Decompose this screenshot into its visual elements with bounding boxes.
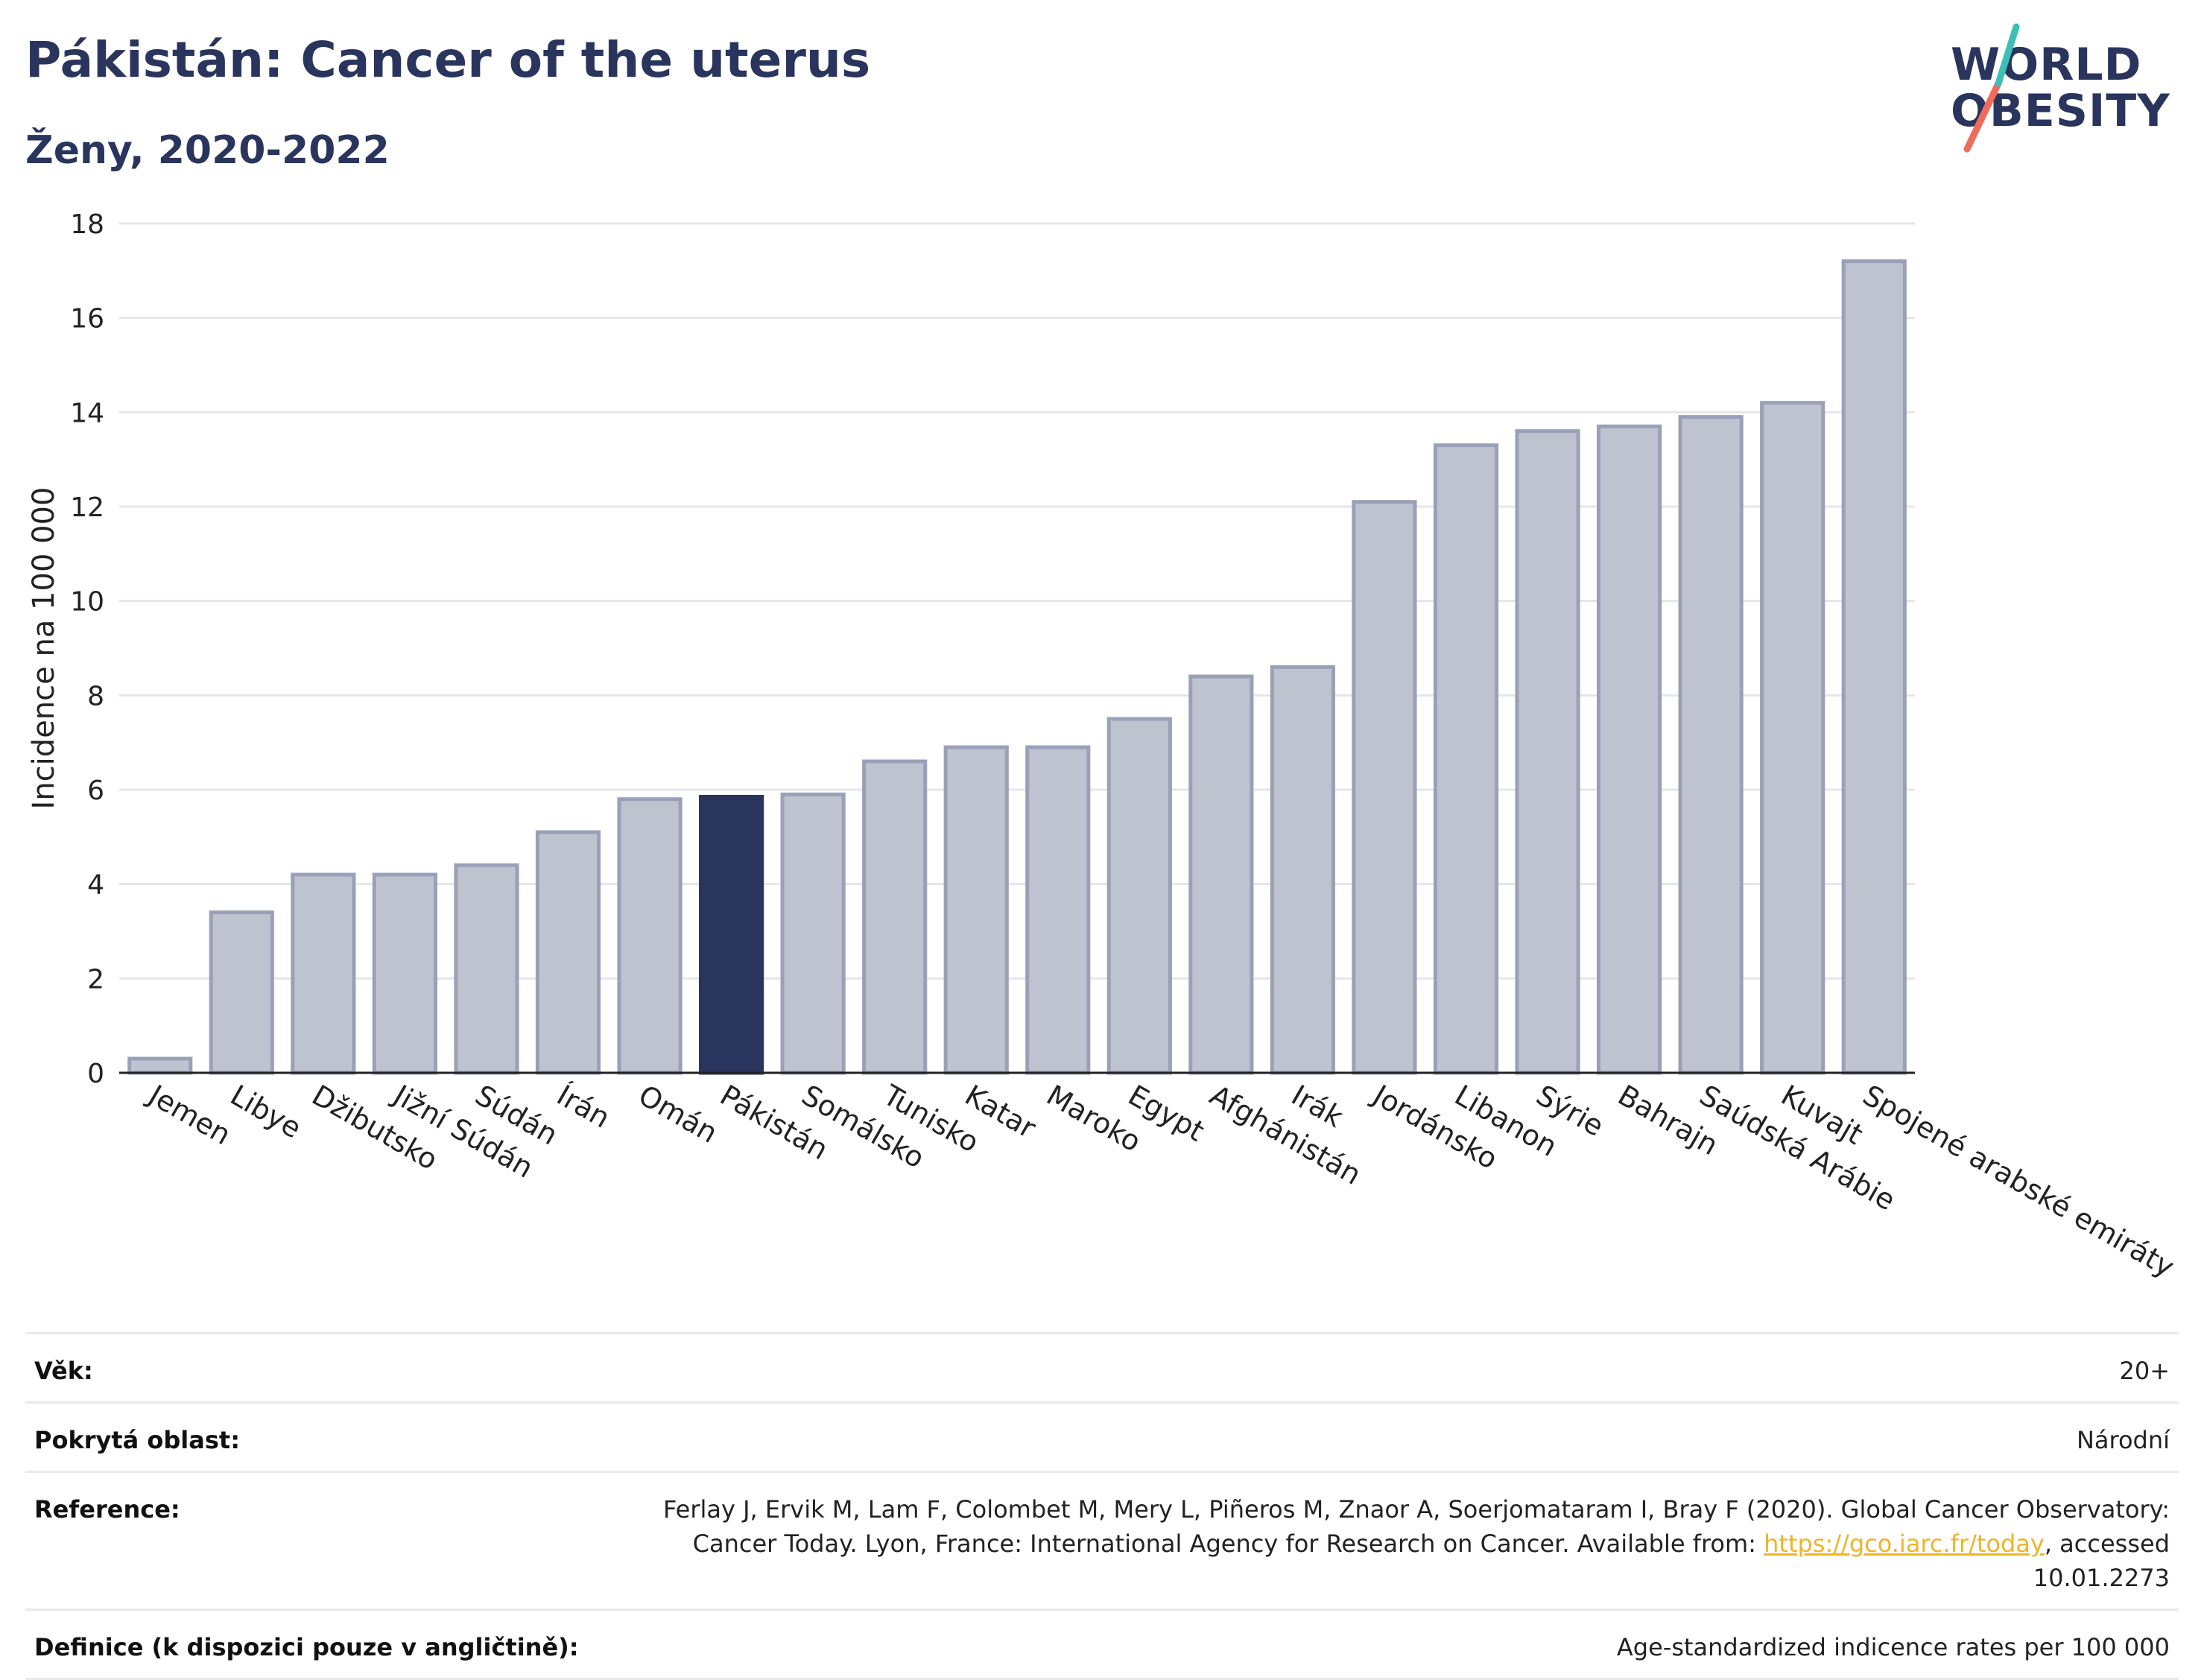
- y-tick-label: 14: [70, 398, 104, 428]
- y-tick-label: 8: [87, 681, 104, 711]
- bar: [1515, 429, 1580, 1075]
- logo-slash-icon: [1963, 23, 2020, 153]
- info-label-reference: Reference:: [34, 1495, 180, 1524]
- reference-text: Ferlay J, Ervik M, Lam F, Colombet M, Me…: [663, 1495, 2170, 1558]
- bar: [454, 863, 519, 1075]
- world-obesity-logo: WORLD OBESITY: [1937, 15, 2198, 164]
- x-tick-label: Afghánistán: [1204, 1079, 1367, 1191]
- bar: [127, 1056, 193, 1075]
- info-row-coverage: Pokrytá oblast: Národní: [25, 1401, 2179, 1471]
- bar: [1270, 665, 1335, 1075]
- info-row-reference: Reference: Ferlay J, Ervik M, Lam F, Col…: [25, 1471, 2179, 1608]
- bar: [209, 910, 274, 1075]
- bar: [1760, 401, 1825, 1075]
- bar: [1352, 500, 1417, 1075]
- y-axis-title: Incidence na 100 000: [27, 487, 61, 810]
- bar: [291, 872, 356, 1075]
- bar: [780, 792, 846, 1075]
- info-label-age: Věk:: [34, 1357, 93, 1385]
- x-tick-label: Libye: [225, 1079, 307, 1145]
- bar: [699, 795, 764, 1075]
- info-row-definition: Definice (k dispozici pouze v angličtině…: [25, 1608, 2179, 1680]
- y-tick-label: 10: [70, 587, 104, 618]
- bar: [1188, 674, 1254, 1075]
- bar: [862, 759, 928, 1075]
- y-tick-label: 18: [70, 209, 104, 240]
- logo-word-world: WORLD: [1951, 39, 2142, 91]
- x-tick-label: Maroko: [1041, 1079, 1147, 1158]
- reference-accessed: , accessed 10.01.2273: [2033, 1530, 2170, 1592]
- info-value-coverage: Národní: [2076, 1426, 2170, 1454]
- y-tick-label: 2: [87, 964, 104, 995]
- bar: [1678, 415, 1744, 1075]
- x-tick-label: Spojené arabské emiráty: [1858, 1079, 2180, 1284]
- bar: [943, 745, 1009, 1075]
- bar: [1106, 717, 1172, 1075]
- bar: [535, 830, 601, 1075]
- page-subtitle: Ženy, 2020-2022: [25, 128, 390, 173]
- info-table: Věk: 20+ Pokrytá oblast: Národní Referen…: [25, 1332, 2179, 1680]
- info-label-definition: Definice (k dispozici pouze v angličtině…: [34, 1633, 579, 1661]
- info-row-age: Věk: 20+: [25, 1332, 2179, 1401]
- y-tick-label: 4: [87, 870, 104, 901]
- y-tick-label: 12: [70, 492, 104, 523]
- x-tick-label: Jemen: [142, 1078, 237, 1152]
- bar: [1841, 259, 1907, 1075]
- info-value-age: 20+: [2119, 1357, 2170, 1385]
- reference-link[interactable]: https://gco.iarc.fr/today: [1764, 1530, 2045, 1558]
- info-value-reference: Ferlay J, Ervik M, Lam F, Colombet M, Me…: [605, 1492, 2170, 1595]
- bar: [1025, 745, 1091, 1075]
- bar-chart: 0 2 4 6 8 10 12 14 16 18 Incidence na 100 000 Jemen…: [27, 209, 2180, 1284]
- bar: [372, 872, 437, 1075]
- info-label-coverage: Pokrytá oblast:: [34, 1426, 240, 1454]
- y-tick-label: 0: [87, 1059, 104, 1089]
- x-tick-label: Omán: [633, 1079, 723, 1150]
- y-tick-label: 6: [87, 776, 104, 806]
- info-value-definition: Age-standardized indicence rates per 100…: [1616, 1633, 2170, 1661]
- bar: [617, 797, 683, 1075]
- bar: [1433, 443, 1499, 1075]
- bar: [1597, 424, 1662, 1075]
- y-tick-label: 16: [70, 304, 104, 335]
- page-title: Pákistán: Cancer of the uterus: [25, 31, 871, 89]
